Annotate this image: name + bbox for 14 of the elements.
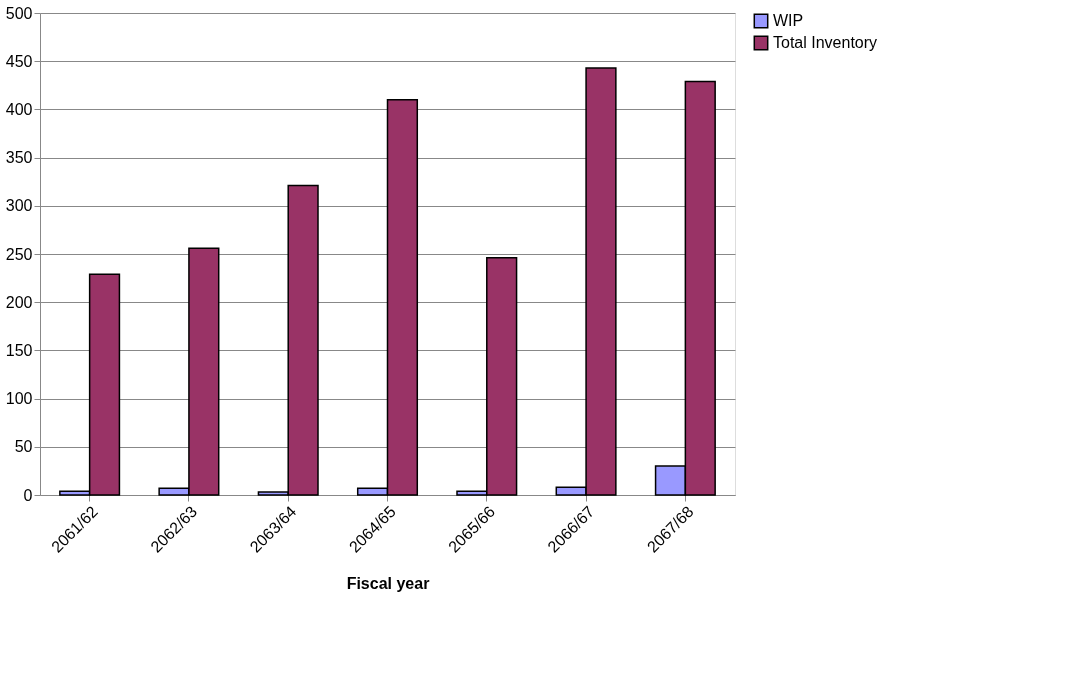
legend-label: Total Inventory bbox=[773, 34, 878, 51]
y-tick-label: 250 bbox=[5, 245, 33, 263]
y-tick-label: 350 bbox=[5, 149, 33, 167]
y-tick-label: 100 bbox=[5, 390, 33, 408]
y-tick-label: 150 bbox=[5, 341, 33, 359]
y-tick-label: 400 bbox=[5, 100, 33, 118]
y-tick-label: 50 bbox=[14, 438, 33, 456]
y-tick-label: 300 bbox=[5, 197, 33, 215]
y-tick-label: 0 bbox=[23, 486, 33, 504]
y-tick-label: 500 bbox=[5, 4, 33, 22]
x-axis-title: Fiscal year bbox=[346, 574, 430, 592]
y-tick-label: 450 bbox=[5, 52, 33, 70]
legend-label: WIP bbox=[773, 12, 804, 29]
y-tick-label: 200 bbox=[5, 293, 33, 311]
